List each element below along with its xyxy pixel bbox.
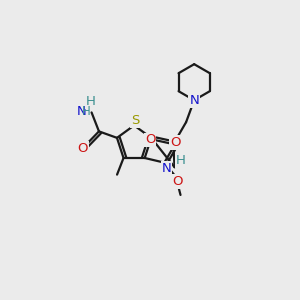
Text: O: O bbox=[145, 134, 155, 146]
Text: N: N bbox=[162, 162, 171, 175]
Text: H: H bbox=[86, 95, 96, 108]
Text: N: N bbox=[77, 105, 87, 118]
Text: O: O bbox=[172, 175, 183, 188]
Text: S: S bbox=[131, 114, 140, 127]
Text: H: H bbox=[176, 154, 186, 167]
Text: O: O bbox=[170, 136, 181, 149]
Text: O: O bbox=[77, 142, 88, 154]
Text: N: N bbox=[189, 94, 199, 107]
Text: H: H bbox=[82, 105, 91, 118]
